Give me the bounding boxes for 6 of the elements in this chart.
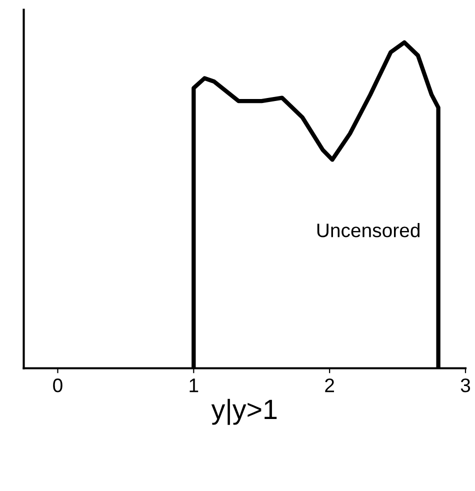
x-tick-label: 2 (325, 378, 334, 392)
x-tick-label: 1 (190, 378, 198, 392)
annotation: Uncensored (317, 222, 420, 238)
x-tick-label: 3 (460, 378, 470, 392)
x-tick-label: 0 (53, 378, 62, 392)
x-axis-title: y|y>1 (211, 398, 277, 425)
